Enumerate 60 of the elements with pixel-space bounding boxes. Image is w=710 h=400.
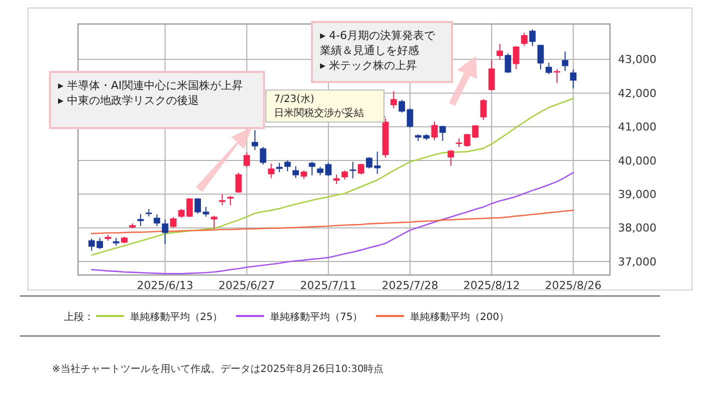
candlestick: [350, 161, 356, 179]
x-tick-label: 2025/8/26: [545, 279, 602, 292]
candlestick: [439, 125, 446, 142]
y-tick-label: 40,000: [618, 154, 656, 168]
candlestick: [284, 160, 291, 172]
candlestick: [137, 214, 144, 227]
candlestick: [504, 52, 512, 74]
y-tick-label: 37,000: [618, 255, 656, 268]
annotation: 7/23(水) 日米関税交渉が妥結: [274, 93, 364, 119]
candlestick: [268, 162, 274, 179]
candlestick: [546, 62, 552, 75]
candlestick: [235, 172, 242, 194]
legend-label: 単純移動平均（25）: [130, 311, 223, 323]
candlestick: [570, 68, 576, 89]
candlestick: [276, 162, 283, 173]
candlestick: [512, 46, 520, 70]
y-tick-label: 39,000: [618, 188, 656, 201]
y-tick-label: 42,000: [618, 86, 656, 100]
candlestick: [488, 60, 495, 92]
candlestick: [260, 146, 266, 165]
candlestick: [562, 51, 568, 72]
candlestick: [308, 161, 316, 176]
candlestick: [341, 170, 348, 180]
line-series: [90, 172, 574, 274]
candlestick: [398, 99, 406, 114]
candlestick: [390, 90, 397, 109]
candlestick: [496, 43, 503, 60]
candlestick: [154, 214, 160, 227]
candlestick: [292, 166, 299, 178]
y-tick-label: 38,000: [618, 222, 656, 235]
legend-label: 単純移動平均（75）: [270, 311, 363, 323]
candlestick: [554, 68, 560, 84]
candlestick: [529, 28, 536, 46]
x-tick-label: 2025/7/11: [300, 279, 357, 292]
candlestick: [521, 32, 528, 46]
candlestick: [480, 98, 487, 121]
x-tick-label: 2025/6/27: [218, 279, 275, 292]
annotation: ▸ 半導体・AI関連中心に米国株が上昇 ▸ 中東の地政学リスクの後退: [58, 79, 243, 107]
x-tick-label: 2025/8/12: [463, 279, 520, 292]
y-tick-label: 41,000: [618, 120, 656, 134]
annotation: ▸ 4-6月期の決算発表で業績＆見通しを好感 ▸ 米テック株の上昇: [320, 29, 436, 72]
candlestick: [406, 108, 414, 128]
text: ※当社チャートツールを用いて作成。データは2025年8月26日10:30時点: [52, 363, 384, 375]
candlestick: [219, 194, 226, 206]
candlestick: [244, 152, 250, 168]
candlestick: [170, 216, 176, 228]
x-tick-label: 2025/6/13: [136, 279, 194, 292]
y-tick-label: 43,000: [618, 53, 656, 66]
candlestick: [252, 130, 258, 151]
candlestick: [537, 44, 544, 70]
candlestick: [448, 150, 454, 166]
candlestick: [186, 198, 193, 218]
candlestick: [162, 218, 168, 245]
legend-label: 単純移動平均（200）: [410, 311, 510, 323]
candlestick: [210, 215, 218, 230]
x-tick-label: 2025/7/28: [382, 279, 438, 292]
candlestick: [431, 121, 438, 141]
legend-title: 上段：: [64, 311, 94, 323]
candlestick: [227, 196, 234, 206]
line-series: [90, 210, 574, 234]
